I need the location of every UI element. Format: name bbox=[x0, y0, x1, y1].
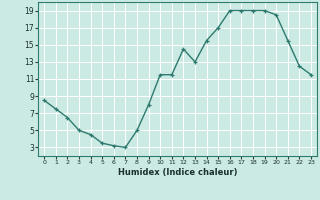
X-axis label: Humidex (Indice chaleur): Humidex (Indice chaleur) bbox=[118, 168, 237, 177]
